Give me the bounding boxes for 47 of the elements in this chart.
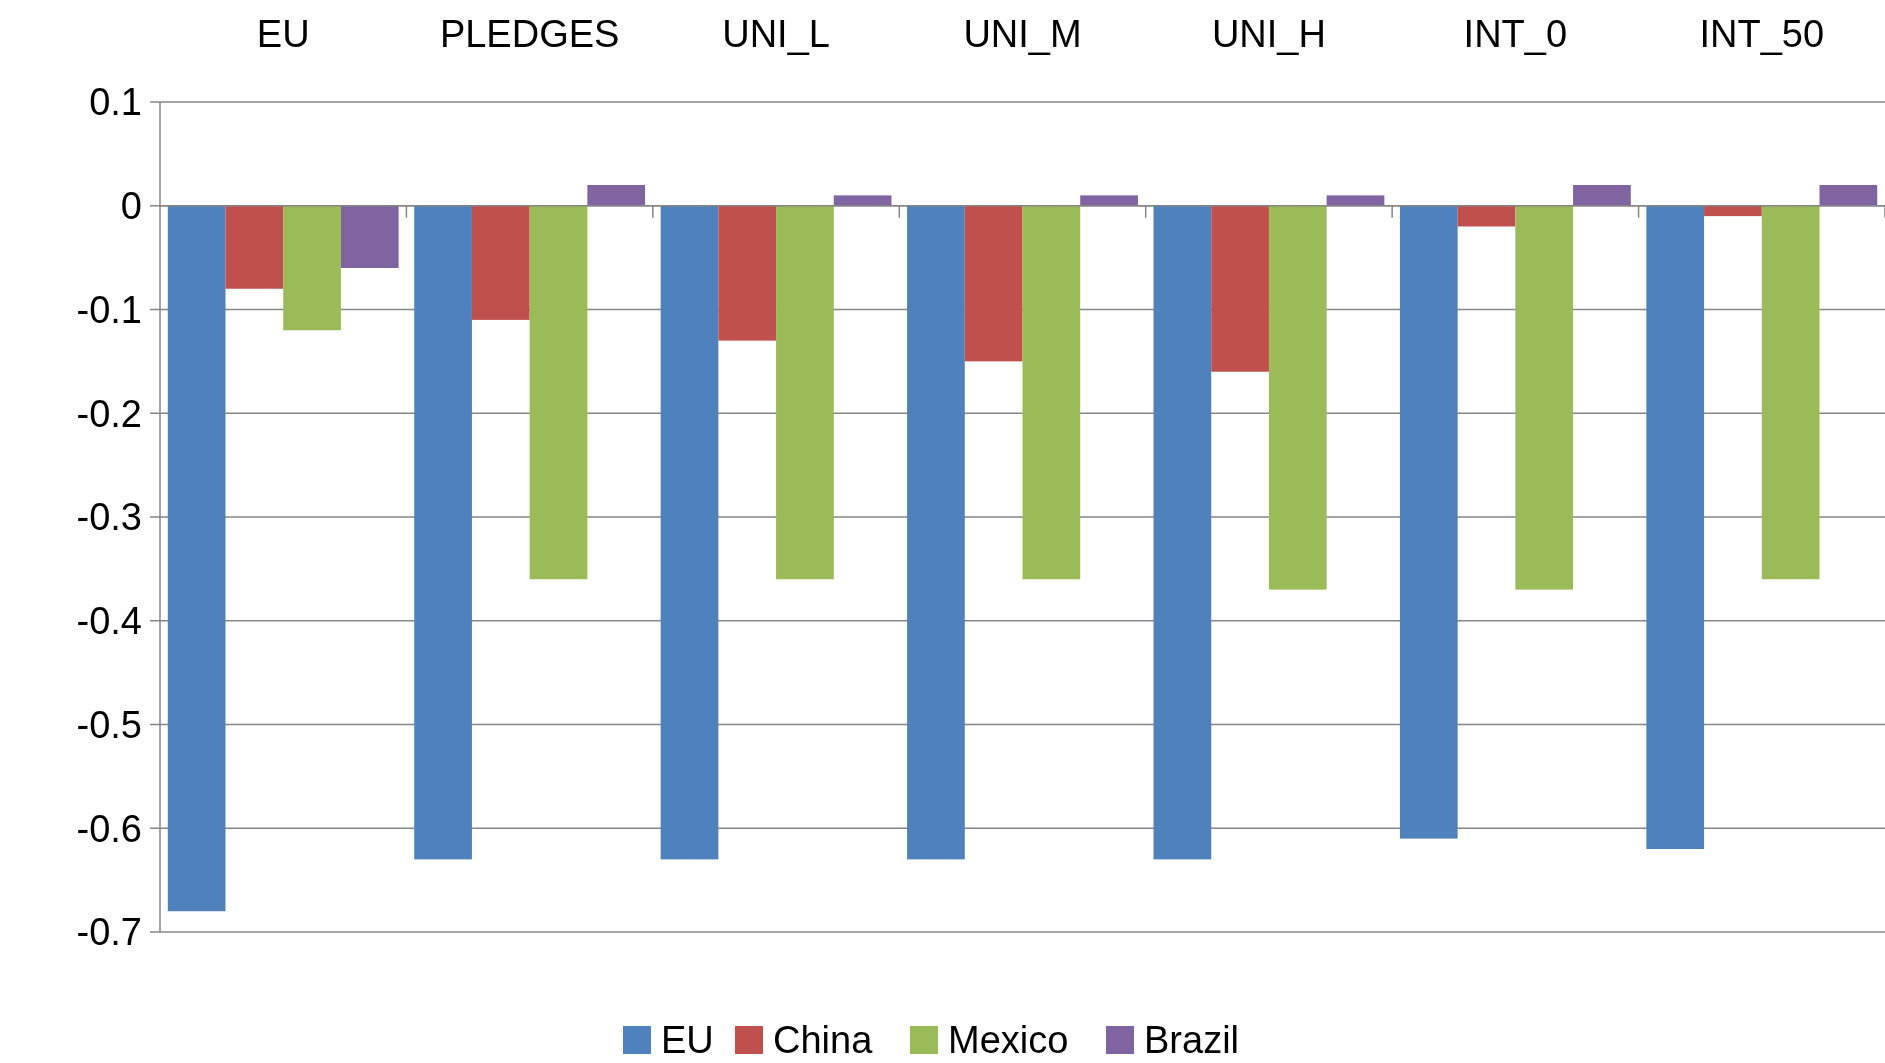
bar (1819, 185, 1878, 206)
bar (1022, 205, 1081, 580)
bar (1515, 205, 1574, 590)
y-tick-label: -0.7 (76, 911, 142, 954)
bar (1153, 205, 1212, 860)
x-tick-label: INT_0 (1463, 13, 1568, 56)
x-tick-label: UNI_L (722, 13, 830, 56)
bar (340, 205, 399, 268)
legend-label: EU (661, 1019, 714, 1062)
y-tick-label: -0.4 (76, 600, 142, 643)
bar (167, 205, 226, 912)
bar (1080, 195, 1138, 206)
y-tick-label: -0.5 (76, 703, 142, 746)
y-tick-label: -0.1 (76, 288, 142, 331)
bar (1573, 185, 1631, 206)
bar (414, 205, 472, 860)
bar (529, 205, 588, 580)
bar (1268, 205, 1327, 590)
bar (964, 205, 1023, 362)
legend-label: Brazil (1144, 1019, 1240, 1062)
bar (1211, 205, 1269, 372)
bar (471, 205, 530, 320)
x-tick-label: UNI_M (963, 13, 1082, 56)
x-tick-label: INT_50 (1699, 13, 1825, 56)
bar (1646, 205, 1705, 849)
bar (225, 205, 284, 289)
y-tick-label: 0.1 (89, 81, 142, 124)
bar (660, 205, 719, 860)
x-tick-label: EU (256, 13, 310, 56)
y-tick-label: -0.2 (76, 392, 142, 435)
bar (1399, 205, 1458, 839)
x-tick-label: PLEDGES (439, 13, 620, 56)
legend-label: China (773, 1019, 874, 1062)
bar (1761, 205, 1820, 580)
legend-label: Mexico (948, 1019, 1069, 1062)
bar (283, 205, 341, 331)
bar (1457, 205, 1516, 227)
y-tick-label: -0.6 (76, 807, 142, 850)
bar (1326, 195, 1385, 206)
bar (833, 195, 892, 206)
bar (776, 205, 834, 580)
bar (907, 205, 965, 860)
y-tick-label: -0.3 (76, 496, 142, 539)
bar (587, 185, 646, 206)
x-tick-label: UNI_H (1211, 13, 1326, 56)
y-tick-label: 0 (120, 185, 142, 228)
bar (718, 205, 777, 341)
